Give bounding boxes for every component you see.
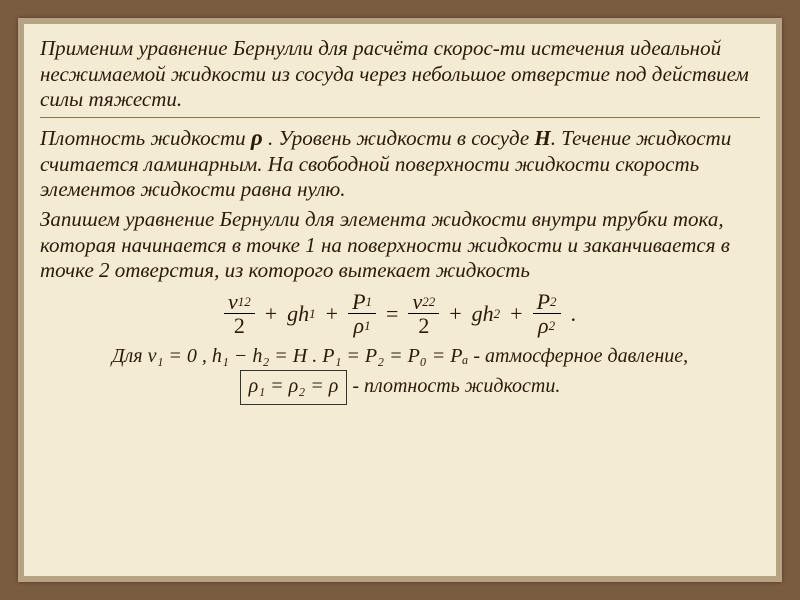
setup-text-a: Плотность жидкости [40,126,251,150]
rho-symbol: ρ [251,125,263,150]
p-chain: P₁ = P₂ = P₀ = Pₐ [322,345,468,367]
equals: = [386,301,398,327]
plus-2: + [326,301,338,327]
paragraph-setup: Плотность жидкости ρ . Уровень жидкости … [40,124,760,203]
rho-box: ρ₁ = ρ₂ = ρ [240,370,348,405]
divider [40,117,760,118]
comma1: , [202,345,212,367]
period: . [571,301,577,327]
dens-text: - плотность жидкости. [352,375,560,397]
term-v1: v12 2 [224,290,255,337]
term-v2: v22 2 [408,290,439,337]
bernoulli-equation: v12 2 + gh1 + P1 ρ1 = v22 2 + gh2 + P2 ρ… [40,290,760,337]
term-P1: P1 ρ1 [348,290,376,337]
setup-text-b: . Уровень жидкости в сосуде [263,126,535,150]
prefix: Для [112,345,148,367]
H-symbol: H [534,126,550,150]
term-gh2: gh2 [472,301,501,327]
substitutions-line: Для v₁ = 0 , h₁ − h₂ = H . P₁ = P₂ = P₀ … [40,343,760,405]
h-diff: h₁ − h₂ = H [212,345,307,367]
paragraph-derivation: Запишем уравнение Бернулли для элемента … [40,207,760,284]
term-P2: P2 ρ2 [533,290,561,337]
slide-outer: Применим уравнение Бернулли для расчёта … [0,0,800,600]
v1-eq-0: v₁ = 0 [148,345,197,367]
paragraph-intro: Применим уравнение Бернулли для расчёта … [40,36,760,113]
plus-1: + [265,301,277,327]
plus-4: + [510,301,522,327]
plus-3: + [449,301,461,327]
dot1: . [312,345,322,367]
term-gh1: gh1 [287,301,316,327]
atm-text: - атмосферное давление, [473,345,688,367]
slide-frame: Применим уравнение Бернулли для расчёта … [18,18,782,582]
